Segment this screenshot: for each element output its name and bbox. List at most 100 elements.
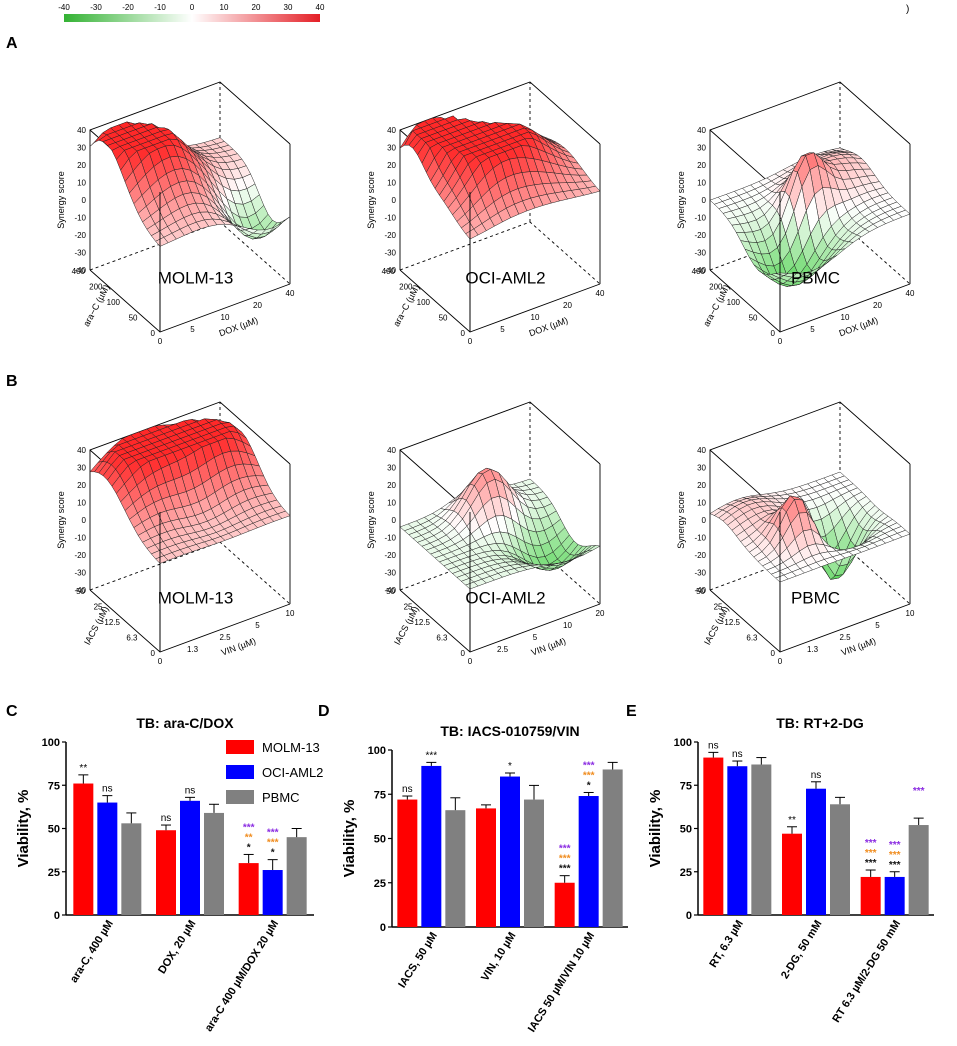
x-tick-label: 0	[468, 337, 473, 346]
significance-mark: ***	[889, 860, 901, 871]
y-tick-label: 25	[404, 603, 413, 612]
x-tick-label: 2-DG, 50 mM	[779, 918, 824, 981]
y-tick-label: 400	[72, 267, 86, 276]
z-axis-label: Synergy score	[366, 171, 376, 229]
z-tick-label: -20	[694, 551, 706, 560]
colorbar-tick-label: -30	[90, 3, 102, 12]
colorbar-tick-label: -20	[122, 3, 134, 12]
significance-mark: *	[247, 842, 251, 853]
bar-chart-e: TB: RT+2-DG 0 25 50 75 100 Viability, % ns ns RT,…	[647, 715, 934, 1025]
z-tick-label: 0	[82, 196, 87, 205]
bar-oci-aml2	[884, 876, 905, 915]
x-tick-label: 40	[286, 289, 295, 298]
significance-mark: ns	[732, 749, 743, 760]
x-tick-label: 10	[563, 621, 572, 630]
x-tick-label: 20	[563, 301, 572, 310]
colorbar-tick-label: 40	[316, 3, 325, 12]
z-axis-label: Synergy score	[366, 491, 376, 549]
z-axis-label: Synergy score	[56, 171, 66, 229]
y-tick-label: 100	[674, 737, 692, 749]
y-tick-label: 50	[76, 587, 85, 596]
z-tick-label: -20	[74, 551, 86, 560]
bar-pbmc	[204, 812, 224, 915]
z-tick-label: 10	[697, 499, 706, 508]
y-tick-label: 100	[417, 298, 431, 307]
z-tick-label: 30	[77, 144, 86, 153]
y-tick-label: 0	[151, 649, 156, 658]
bar-oci-aml2	[97, 802, 118, 915]
legend-label: PBMC	[262, 790, 300, 805]
bar-molm-13	[156, 830, 176, 915]
z-tick-label: 30	[697, 144, 706, 153]
y-tick-label: 25	[714, 603, 723, 612]
y-tick-label: 50	[439, 314, 448, 323]
z-tick-label: -10	[694, 214, 706, 223]
z-tick-label: -30	[384, 569, 396, 578]
surface-mesh	[709, 471, 911, 583]
significance-mark: ***	[583, 770, 595, 781]
frame-top-back	[709, 401, 911, 590]
bar-oci-aml2	[180, 800, 200, 915]
bar-pbmc	[830, 804, 850, 915]
bar-oci-aml2	[500, 776, 520, 927]
significance-mark: *	[508, 761, 512, 772]
frame-top-back	[89, 81, 291, 270]
y-tick-label: 100	[727, 298, 741, 307]
z-tick-label: 20	[697, 161, 706, 170]
cell-line-name: MOLM-13	[158, 589, 234, 608]
z-tick-label: -20	[694, 231, 706, 240]
z-tick-label: 10	[77, 179, 86, 188]
synergy-colorbar: -40 -30 -20 -10 0 10 20 30 40	[58, 3, 325, 22]
significance-mark: ***	[865, 848, 877, 859]
bar-pbmc	[751, 764, 772, 915]
significance-mark: **	[245, 832, 253, 843]
z-axis-label: Synergy score	[676, 171, 686, 229]
z-axis-label: Synergy score	[56, 491, 66, 549]
chart-title: TB: ara-C/DOX	[136, 715, 234, 731]
y-tick-label: 6.3	[436, 634, 448, 643]
panel-label-a: A	[6, 35, 18, 52]
significance-mark: ***	[243, 822, 255, 833]
bar-molm-13	[703, 757, 724, 915]
significance-mark: **	[788, 815, 796, 826]
colorbar-gradient	[64, 14, 320, 22]
legend-label: OCI-AML2	[262, 765, 323, 780]
surface-cell	[155, 555, 169, 564]
x-tick-label: 10	[906, 609, 915, 618]
y-axis-label: Viability, %	[15, 790, 32, 868]
x-tick-label: 10	[841, 313, 850, 322]
z-tick-label: -30	[694, 569, 706, 578]
bar-molm-13	[554, 882, 575, 927]
x-tick-label: 20	[253, 301, 262, 310]
z-tick-label: 0	[392, 516, 397, 525]
z-tick-label: 40	[77, 446, 86, 455]
z-tick-label: 30	[697, 464, 706, 473]
significance-mark: ns	[161, 813, 172, 824]
bar-oci-aml2	[262, 870, 283, 915]
bar-oci-aml2	[727, 766, 748, 915]
z-tick-label: 0	[702, 196, 707, 205]
x-tick-label: VIN, 10 µM	[479, 930, 518, 983]
significance-mark: ***	[865, 858, 877, 869]
y-tick-label: 0	[461, 649, 466, 658]
y-tick-label: 0	[380, 922, 386, 934]
z-tick-label: 40	[697, 126, 706, 135]
y-tick-label: 0	[771, 649, 776, 658]
bar-pbmc	[524, 799, 544, 927]
bar-oci-aml2	[578, 796, 599, 927]
y-tick-label: 12.5	[414, 618, 430, 627]
z-tick-label: 40	[697, 446, 706, 455]
y-tick-label: 25	[374, 878, 386, 890]
y-tick-label: 75	[374, 789, 386, 801]
z-tick-label: -20	[384, 231, 396, 240]
legend-swatch	[226, 790, 254, 804]
surface-mesh	[89, 121, 291, 247]
x-tick-label: 1.3	[807, 645, 819, 654]
y-axis-label: Viability, %	[647, 790, 664, 868]
z-tick-label: 30	[387, 144, 396, 153]
z-tick-label: -10	[384, 214, 396, 223]
